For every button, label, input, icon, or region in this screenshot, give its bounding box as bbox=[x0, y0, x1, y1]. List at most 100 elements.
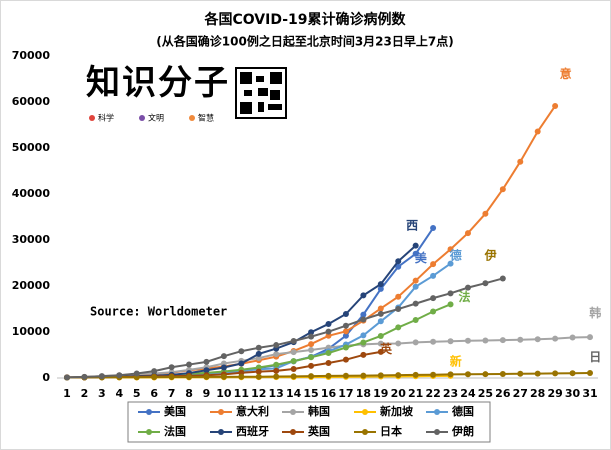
legend-marker bbox=[290, 429, 296, 435]
logo: 知识分子 bbox=[86, 63, 230, 103]
data-point bbox=[325, 350, 332, 357]
legend-label: 韩国 bbox=[308, 404, 330, 418]
data-point bbox=[238, 360, 245, 367]
data-point bbox=[290, 338, 297, 345]
data-point bbox=[360, 292, 367, 299]
data-point bbox=[273, 351, 280, 358]
logo-tag: 智慧 bbox=[198, 113, 214, 123]
data-point bbox=[220, 373, 227, 380]
x-tick-label: 12 bbox=[251, 387, 266, 400]
data-point bbox=[308, 354, 315, 361]
data-point bbox=[360, 316, 367, 323]
data-point bbox=[552, 335, 559, 342]
data-point bbox=[395, 324, 402, 331]
x-tick-label: 25 bbox=[478, 387, 493, 400]
data-point bbox=[168, 364, 175, 371]
annotation: 意 bbox=[560, 66, 572, 81]
data-point bbox=[447, 301, 454, 308]
data-point bbox=[395, 372, 402, 379]
data-point bbox=[168, 374, 175, 381]
data-point bbox=[360, 339, 367, 346]
data-point bbox=[464, 230, 471, 237]
data-point bbox=[395, 340, 402, 347]
data-point bbox=[569, 334, 576, 341]
data-point bbox=[133, 370, 140, 377]
data-point bbox=[430, 225, 437, 232]
data-point bbox=[81, 373, 88, 380]
x-tick-label: 2 bbox=[81, 387, 89, 400]
data-point bbox=[395, 263, 402, 270]
data-point bbox=[220, 364, 227, 371]
data-point bbox=[203, 373, 210, 380]
data-point bbox=[255, 368, 262, 375]
data-point bbox=[151, 374, 158, 381]
x-tick-label: 23 bbox=[443, 387, 458, 400]
data-point bbox=[377, 340, 384, 347]
data-point bbox=[412, 339, 419, 346]
chart-subtitle: (从各国确诊100例之日起至北京时间3月23日早上7点) bbox=[156, 34, 453, 49]
chart-title: 各国COVID-19累计确诊病例数 bbox=[203, 11, 406, 28]
x-tick-label: 10 bbox=[216, 387, 232, 400]
data-point bbox=[290, 366, 297, 373]
legend-label: 法国 bbox=[164, 424, 186, 438]
data-point bbox=[308, 346, 315, 353]
annotation: 伊 bbox=[484, 248, 497, 263]
x-tick-label: 17 bbox=[338, 387, 353, 400]
data-point bbox=[412, 300, 419, 307]
data-point bbox=[395, 306, 402, 313]
data-point bbox=[342, 344, 349, 351]
data-point bbox=[430, 308, 437, 315]
x-tick-label: 19 bbox=[373, 387, 388, 400]
data-point bbox=[377, 281, 384, 288]
logo-tag: 科学 bbox=[98, 113, 114, 123]
logo-dot bbox=[89, 115, 95, 121]
data-point bbox=[273, 361, 280, 368]
x-tick-label: 14 bbox=[286, 387, 302, 400]
x-tick-label: 31 bbox=[582, 387, 597, 400]
x-tick-label: 9 bbox=[203, 387, 211, 400]
data-point bbox=[377, 285, 384, 292]
x-tick-label: 27 bbox=[513, 387, 528, 400]
x-tick-label: 1 bbox=[63, 387, 71, 400]
data-point bbox=[238, 373, 245, 380]
legend-marker bbox=[146, 429, 152, 435]
data-point bbox=[430, 272, 437, 279]
data-point bbox=[412, 242, 419, 249]
annotation: 新 bbox=[450, 353, 462, 368]
data-point bbox=[430, 261, 437, 268]
data-point bbox=[203, 367, 210, 374]
data-point bbox=[569, 370, 576, 377]
x-tick-label: 21 bbox=[408, 387, 423, 400]
legend-marker bbox=[218, 409, 224, 415]
annotation: 西 bbox=[406, 219, 418, 233]
data-point bbox=[98, 373, 105, 380]
data-point bbox=[534, 336, 541, 343]
x-tick-label: 3 bbox=[98, 387, 106, 400]
data-point bbox=[342, 332, 349, 339]
annotation: 日 bbox=[589, 350, 601, 364]
y-tick-label: 50000 bbox=[12, 141, 51, 154]
data-point bbox=[342, 356, 349, 363]
data-point bbox=[482, 280, 489, 287]
data-point bbox=[308, 329, 315, 336]
data-point bbox=[377, 372, 384, 379]
data-point bbox=[552, 102, 559, 109]
y-tick-label: 30000 bbox=[12, 233, 51, 246]
data-point bbox=[203, 358, 210, 365]
y-tick-label: 40000 bbox=[12, 187, 51, 200]
data-point bbox=[325, 332, 332, 339]
data-point bbox=[464, 371, 471, 378]
data-point bbox=[499, 370, 506, 377]
data-point bbox=[534, 370, 541, 377]
data-point bbox=[482, 371, 489, 378]
data-point bbox=[430, 295, 437, 302]
data-point bbox=[255, 350, 262, 357]
data-point bbox=[116, 372, 123, 379]
annotation: 韩 bbox=[589, 305, 601, 320]
data-point bbox=[499, 275, 506, 282]
legend-label: 英国 bbox=[307, 424, 330, 438]
source: Source: Worldometer bbox=[90, 305, 227, 319]
annotation: 法 bbox=[458, 289, 470, 304]
y-tick-label: 70000 bbox=[12, 49, 51, 62]
x-tick-label: 28 bbox=[530, 387, 545, 400]
